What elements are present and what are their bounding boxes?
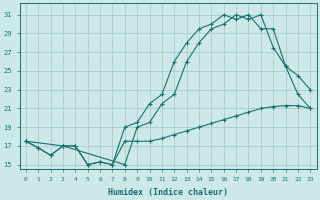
X-axis label: Humidex (Indice chaleur): Humidex (Indice chaleur) [108, 188, 228, 197]
